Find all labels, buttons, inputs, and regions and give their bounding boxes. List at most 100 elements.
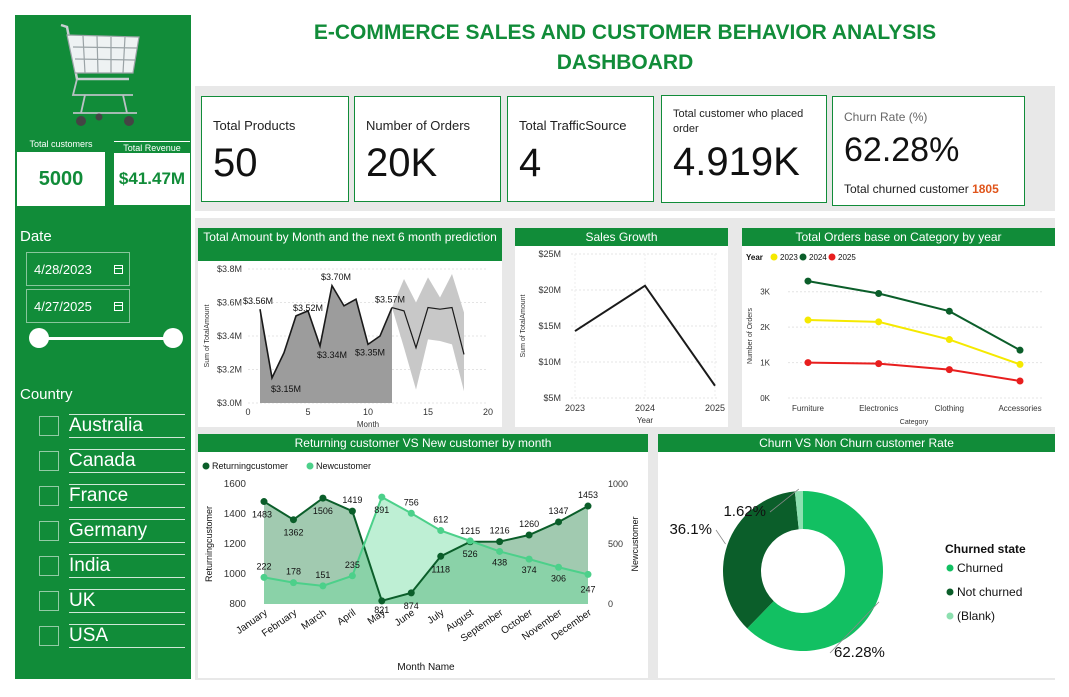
- country-option-usa[interactable]: USA: [39, 621, 185, 651]
- y-tick-label: $20M: [538, 285, 561, 295]
- x-tick-label: March: [300, 607, 329, 632]
- country-checkbox[interactable]: [39, 591, 59, 611]
- churned-customer-label: Total churned customer: [844, 182, 969, 196]
- x-tick-label: 20: [483, 407, 493, 417]
- country-checkbox[interactable]: [39, 556, 59, 576]
- chart-total-amount-plot: $3.0M $3.2M $3.4M $3.6M $3.8M 0 5 10 15 20 Month Su…: [204, 264, 493, 427]
- country-option-canada[interactable]: Canada: [39, 446, 185, 476]
- series-point-returningcustomer: [584, 502, 592, 510]
- series-point-newcustomer: [289, 579, 297, 587]
- forecast-line: [391, 306, 465, 355]
- country-option-france[interactable]: France: [39, 481, 185, 511]
- legend-label: Not churned: [957, 585, 1022, 599]
- x-tick-label: Electronics: [859, 404, 898, 413]
- y2-tick-label: 1000: [608, 479, 628, 489]
- data-label-returning: 874: [404, 601, 419, 611]
- country-name: Canada: [69, 449, 185, 473]
- date-range-start-handle[interactable]: [29, 328, 49, 348]
- x-tick-label: 0: [245, 407, 250, 417]
- legend-marker: [946, 612, 954, 620]
- date-range-end-handle[interactable]: [163, 328, 183, 348]
- data-label: $3.57M: [375, 295, 405, 305]
- x-tick-label: Furniture: [792, 404, 825, 413]
- series-point-newcustomer: [584, 570, 592, 578]
- series-point-2023: [804, 316, 812, 324]
- data-label-new: 612: [433, 515, 448, 525]
- series-line-2025: [807, 361, 1021, 382]
- legend-label: 2024: [809, 253, 827, 262]
- legend-title: Churned state: [945, 542, 1026, 556]
- country-checkbox[interactable]: [39, 416, 59, 436]
- country-checkbox[interactable]: [39, 626, 59, 646]
- series-point-newcustomer: [319, 582, 327, 590]
- chart-churn-rate-plot: 62.28% 36.1% 1.62% Churned state Churned Not …: [669, 488, 1026, 661]
- legend-marker: [799, 253, 807, 261]
- y-axis-label: Number of Orders: [747, 307, 754, 364]
- donut-slice-not-churned: [723, 491, 799, 629]
- country-option-australia[interactable]: Australia: [39, 411, 185, 441]
- x-tick-label: 2023: [565, 403, 585, 413]
- data-label-returning: 1347: [549, 506, 569, 516]
- y-tick-label: 1000: [224, 569, 247, 580]
- series-point-2025: [945, 366, 953, 374]
- chart-title: Total Orders base on Category by year: [742, 228, 1055, 246]
- slice-label: 1.62%: [723, 503, 766, 520]
- leader-line: [829, 601, 880, 654]
- country-filter-label: Country: [20, 386, 73, 403]
- y-axis-label: Sum of TotalAmount: [520, 294, 527, 357]
- legend-label: Newcustomer: [316, 461, 371, 471]
- donut-slice-churned: [747, 491, 883, 651]
- legend-marker: [946, 588, 954, 596]
- series-point-returningcustomer: [407, 589, 415, 597]
- chart-title: Returning customer VS New customer by mo…: [198, 434, 648, 452]
- y-tick-label: 800: [229, 599, 246, 610]
- country-option-india[interactable]: India: [39, 551, 185, 581]
- kpi-card-number-of-orders: Number of Orders 20K: [354, 96, 501, 202]
- kpi-card-customers-placed-order: Total customer who placed order 4.919K: [661, 95, 827, 203]
- data-label: $3.56M: [243, 296, 273, 306]
- series-point-newcustomer: [348, 572, 356, 580]
- chart-title: Churn VS Non Churn customer Rate: [658, 434, 1055, 452]
- calendar-icon: [114, 301, 123, 311]
- slice-label: 36.1%: [669, 521, 712, 538]
- filter-sidebar: Total customers 5000 Total Revenue $41.4…: [15, 15, 191, 679]
- country-name: Germany: [69, 519, 185, 543]
- total-revenue-label: Total Revenue: [114, 141, 190, 153]
- y-tick-label: $3.8M: [217, 264, 242, 274]
- series-point-2023: [875, 318, 883, 326]
- country-checkbox[interactable]: [39, 486, 59, 506]
- country-name: India: [69, 554, 185, 578]
- country-option-germany[interactable]: Germany: [39, 516, 185, 546]
- legend-label: 2025: [838, 253, 856, 262]
- chart-orders-by-category: Total Orders base on Category by year Ye…: [742, 228, 1055, 427]
- data-label-new: 178: [286, 567, 301, 577]
- country-name: USA: [69, 624, 185, 648]
- y-tick-label: 3K: [760, 288, 770, 297]
- data-label-new: 235: [345, 560, 360, 570]
- kpi-value: 62.28%: [844, 131, 960, 169]
- y-tick-label: $3.0M: [217, 398, 242, 408]
- kpi-value: 4.919K: [673, 140, 800, 184]
- series-point-2024: [875, 289, 883, 297]
- y-tick-label: 1400: [224, 509, 247, 520]
- country-option-uk[interactable]: UK: [39, 586, 185, 616]
- series-line-2023: [807, 319, 1021, 366]
- country-checkbox[interactable]: [39, 451, 59, 471]
- data-label-new: 306: [551, 573, 566, 583]
- date-start-input[interactable]: 4/28/2023: [26, 252, 130, 286]
- kpi-value: 20K: [366, 141, 438, 185]
- data-label: $3.70M: [321, 272, 351, 282]
- leader-line: [715, 529, 726, 545]
- data-label-returning: 1118: [431, 564, 450, 574]
- legend-label: 2023: [780, 253, 798, 262]
- date-start-value: 4/28/2023: [34, 261, 92, 277]
- series-point-returningcustomer: [437, 552, 445, 560]
- date-range-slider-track[interactable]: [37, 337, 175, 340]
- series-point-returningcustomer: [319, 494, 327, 502]
- kpi-panel: Total Products 50 Number of Orders 20K T…: [195, 86, 1055, 211]
- country-checkbox[interactable]: [39, 521, 59, 541]
- date-end-input[interactable]: 4/27/2025: [26, 289, 130, 323]
- series-point-2025: [804, 359, 812, 367]
- y-tick-label: $15M: [538, 321, 561, 331]
- series-line-returningcustomer: [263, 496, 589, 603]
